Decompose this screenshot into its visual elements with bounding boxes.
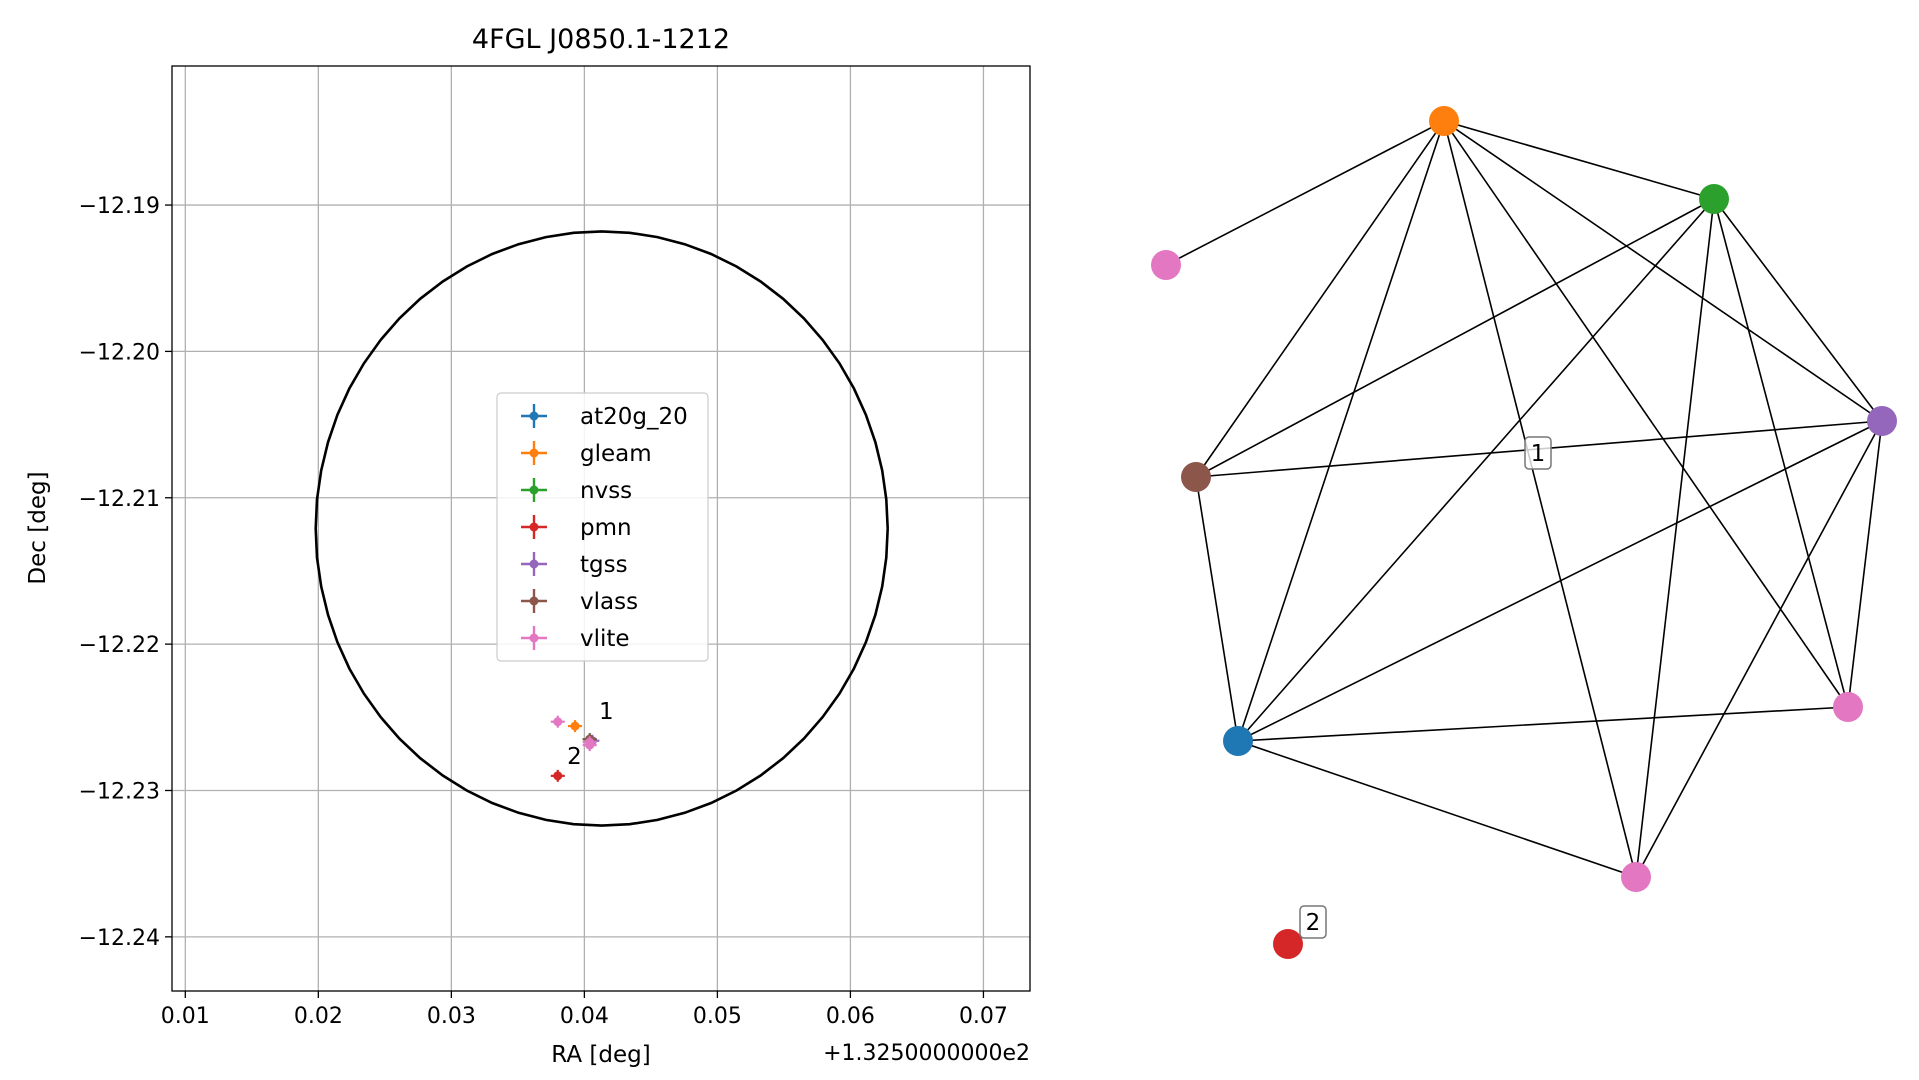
legend-item-pmn: pmn	[521, 515, 632, 541]
x-tick-label: 0.06	[826, 1004, 875, 1029]
x-tick-label: 0.07	[959, 1004, 1008, 1029]
y-tick-label: −12.23	[79, 779, 160, 804]
graph-edge	[1443, 120, 1883, 422]
network-graph: 1 2	[1151, 106, 1897, 959]
graph-edge	[1635, 420, 1883, 878]
legend-item-tgss: tgss	[521, 552, 628, 578]
component-label-text: 1	[1531, 441, 1546, 467]
graph-node-vlass	[1181, 462, 1211, 492]
uncertainty-ellipse	[314, 230, 889, 827]
graph-edge	[1237, 420, 1883, 742]
graph-edges	[1165, 120, 1883, 878]
graph-edge	[1635, 198, 1715, 878]
graph-node-vlite_a	[1151, 250, 1181, 280]
legend-item-at20g_20: at20g_20	[521, 404, 688, 430]
graph-node-vlite_c	[1621, 862, 1651, 892]
data-point-vlite	[550, 715, 565, 728]
graph-node-pmn	[1273, 929, 1303, 959]
legend-label: at20g_20	[580, 404, 688, 430]
component-label-box	[1524, 436, 1552, 470]
graph-edge	[1847, 420, 1883, 708]
legend-label: pmn	[580, 515, 632, 541]
point-annotation: 2	[567, 744, 582, 770]
plot-frame	[171, 65, 1031, 992]
legend-swatch-marker	[529, 522, 539, 532]
graph-edge	[1713, 198, 1849, 708]
legend-box	[496, 392, 709, 662]
graph-edge	[1443, 120, 1637, 878]
graph-edge	[1237, 120, 1445, 742]
data-point-vlite	[582, 736, 597, 749]
legend-item-vlass: vlass	[521, 589, 638, 615]
legend-label: tgss	[580, 552, 628, 578]
x-tick-label: 0.04	[560, 1004, 609, 1029]
uncertainty-ellipse-layer	[314, 230, 889, 827]
graph-edge	[1713, 198, 1883, 422]
chart-title: 4FGL J0850.1-1212	[472, 24, 730, 55]
graph-node-tgss	[1867, 406, 1897, 436]
graph-edge	[1443, 120, 1715, 200]
point-annotation: 1	[599, 699, 614, 725]
marker	[553, 771, 563, 781]
legend-label: gleam	[580, 441, 652, 467]
y-tick-label: −12.21	[79, 487, 160, 512]
y-tick-label: −12.20	[79, 340, 160, 365]
x-tick-label: 0.02	[294, 1004, 343, 1029]
x-tick-label: 0.03	[427, 1004, 476, 1029]
graph-edge	[1237, 706, 1849, 742]
data-point-pmn	[550, 769, 565, 782]
legend-item-gleam: gleam	[521, 441, 652, 467]
component-label-box	[1299, 905, 1327, 939]
scatter-panel: 12 0.01 0.02 0.03 0.04 0.05 0.06 0.07 −12.19 −12…	[25, 24, 1031, 1068]
y-axis-label: Dec [deg]	[25, 471, 51, 584]
marker	[570, 721, 580, 731]
legend-item-vlite: vlite	[521, 626, 630, 652]
legend-swatch-marker	[529, 559, 539, 569]
graph-edge	[1195, 120, 1445, 478]
marker	[553, 717, 563, 727]
marker	[585, 737, 595, 747]
y-tick-label: −12.19	[79, 194, 160, 219]
y-tick-label: −12.24	[79, 926, 160, 951]
legend-label: vlite	[580, 626, 630, 652]
legend-label: nvss	[580, 478, 632, 504]
x-offset-label: +1.3250000000e2	[823, 1041, 1030, 1066]
graph-edge	[1237, 198, 1715, 742]
graph-nodes	[1151, 106, 1897, 959]
point-annotations: 12	[567, 699, 614, 770]
graph-edge	[1443, 120, 1849, 708]
graph-node-nvss	[1699, 184, 1729, 214]
graph-edge	[1195, 198, 1715, 478]
legend-swatch-marker	[529, 448, 539, 458]
component-label-text: 2	[1306, 910, 1321, 936]
legend-swatch-marker	[529, 596, 539, 606]
x-axis-label: RA [deg]	[551, 1042, 650, 1068]
x-tick-label: 0.05	[693, 1004, 742, 1029]
component-label-1: 1	[1524, 436, 1552, 470]
legend-swatch-marker	[529, 633, 539, 643]
x-tick-label: 0.01	[161, 1004, 210, 1029]
graph-node-at20g_20	[1223, 726, 1253, 756]
graph-node-gleam	[1429, 106, 1459, 136]
component-label-2: 2	[1299, 905, 1327, 939]
data-points	[550, 715, 600, 782]
legend-item-nvss: nvss	[521, 478, 632, 504]
graph-edge	[1237, 740, 1637, 878]
graph-edge	[1195, 476, 1239, 742]
legend-swatch-marker	[529, 411, 539, 421]
legend-label: vlass	[580, 589, 638, 615]
y-tick-label: −12.22	[79, 633, 160, 658]
data-point-gleam	[568, 720, 583, 733]
graph-edge	[1165, 120, 1445, 266]
legend-swatch-marker	[529, 485, 539, 495]
axis-ticks: 0.01 0.02 0.03 0.04 0.05 0.06 0.07 −12.19 −12.20…	[79, 194, 1008, 1029]
graph-node-vlite_b	[1833, 692, 1863, 722]
